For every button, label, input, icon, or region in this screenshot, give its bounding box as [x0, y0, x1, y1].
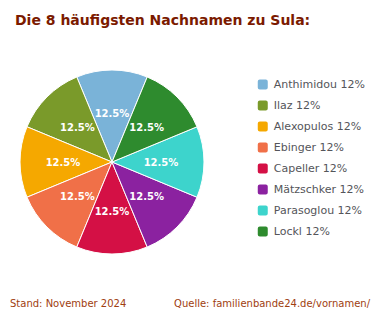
- svg-text:12.5%: 12.5%: [129, 122, 164, 133]
- svg-text:Mätzschker 12%: Mätzschker 12%: [274, 183, 364, 196]
- svg-text:Die 8 häufigsten Nachnamen zu: Die 8 häufigsten Nachnamen zu Sula:: [15, 12, 310, 28]
- svg-text:Capeller 12%: Capeller 12%: [274, 162, 348, 175]
- svg-text:Ebinger 12%: Ebinger 12%: [274, 141, 344, 154]
- svg-text:12.5%: 12.5%: [95, 108, 130, 119]
- svg-text:12.5%: 12.5%: [60, 191, 95, 202]
- svg-text:Quelle: familienbande24.de/vor: Quelle: familienbande24.de/vornamen/: [174, 298, 371, 309]
- svg-text:12.5%: 12.5%: [129, 191, 164, 202]
- svg-text:Parasoglou 12%: Parasoglou 12%: [274, 204, 362, 217]
- svg-text:Stand: November 2024: Stand: November 2024: [10, 298, 126, 309]
- svg-text:Anthimidou 12%: Anthimidou 12%: [274, 78, 365, 91]
- svg-text:Alexopulos 12%: Alexopulos 12%: [274, 120, 361, 133]
- svg-text:12.5%: 12.5%: [60, 122, 95, 133]
- svg-text:Ilaz 12%: Ilaz 12%: [274, 99, 321, 112]
- svg-text:12.5%: 12.5%: [95, 206, 130, 217]
- svg-text:12.5%: 12.5%: [144, 157, 179, 168]
- svg-text:12.5%: 12.5%: [46, 157, 81, 168]
- svg-text:Lockl 12%: Lockl 12%: [274, 225, 330, 238]
